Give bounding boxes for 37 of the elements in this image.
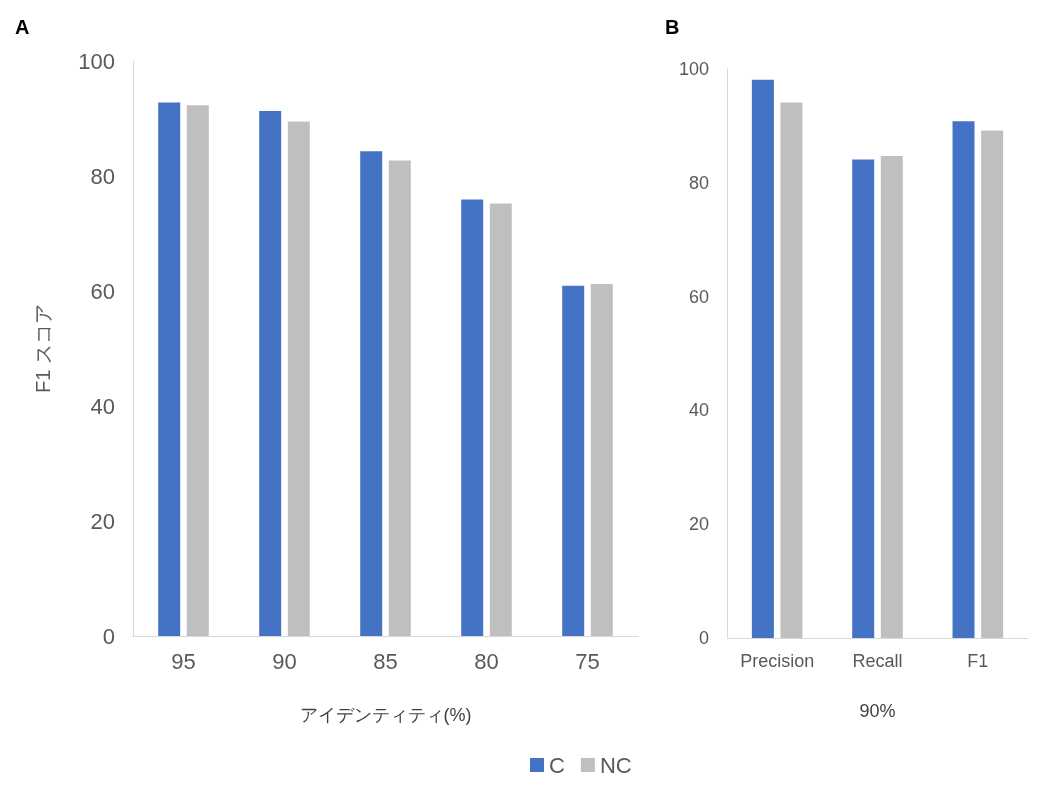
bar	[360, 151, 383, 636]
y-tick-label: 0	[698, 628, 709, 648]
bar	[461, 199, 484, 636]
y-tick-label: 80	[90, 163, 115, 189]
legend-label: NC	[599, 752, 632, 778]
x-tick-label: 95	[171, 648, 196, 674]
y-tick-label: 60	[90, 278, 115, 304]
bar	[259, 111, 282, 636]
y-tick-label: 60	[688, 286, 709, 307]
bar	[590, 284, 613, 636]
x-tick-label: 90	[272, 648, 297, 674]
bar	[489, 203, 512, 636]
y-tick-label: 40	[688, 400, 709, 421]
y-tick-label: 100	[78, 48, 115, 74]
legend-label: C	[549, 752, 565, 778]
y-tick-label: 0	[102, 623, 115, 649]
chart-title: B	[665, 16, 680, 38]
x-tick-label: 85	[373, 648, 398, 674]
y-tick-label: 40	[90, 393, 115, 419]
y-tick-label: 80	[688, 172, 709, 193]
x-tick-label: Recall	[852, 651, 903, 671]
x-tick-label: 75	[575, 648, 600, 674]
x-tick-label: F1	[967, 651, 989, 671]
bar	[158, 102, 181, 636]
x-tick-label: 80	[474, 648, 499, 674]
x-axis-title: 90%	[859, 701, 896, 721]
bar	[562, 285, 585, 636]
bar	[388, 160, 411, 636]
bar	[287, 121, 310, 636]
chart-title: A	[15, 16, 30, 38]
y-tick-label: 20	[688, 514, 709, 535]
y-axis-title: F1 スコア	[32, 304, 54, 393]
x-axis-title: アイデンティティ(%)	[299, 705, 472, 725]
y-tick-label: 20	[90, 508, 115, 534]
y-tick-label: 100	[678, 59, 709, 79]
bar	[186, 105, 209, 636]
x-tick-label: Precision	[740, 651, 815, 671]
